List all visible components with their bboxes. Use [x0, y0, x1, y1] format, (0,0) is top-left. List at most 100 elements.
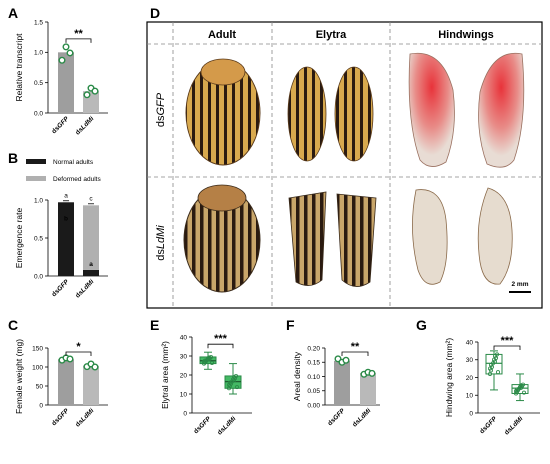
data-point: [234, 385, 239, 390]
x-tick-label: dsLdMi: [74, 407, 95, 428]
significance-marker: **: [74, 28, 83, 40]
row-label-dsldmi: dsLdMi: [155, 225, 167, 261]
bar-normal: [58, 202, 74, 276]
y-axis-label: Emergence rate: [14, 207, 24, 268]
y-tick-label: 0.0: [34, 110, 43, 117]
data-point: [208, 354, 213, 359]
significance-marker: ***: [501, 335, 515, 347]
x-tick-label: dsGFP: [193, 415, 213, 435]
y-tick-label: 30: [466, 357, 474, 364]
bar: [58, 359, 74, 405]
bar: [58, 52, 74, 113]
x-tick-label: dsLdMi: [351, 407, 372, 428]
data-point: [206, 355, 211, 360]
photo-hindwings-dsldmi: [412, 187, 513, 285]
y-tick-label: 0.05: [307, 388, 320, 395]
panel-label-a: A: [8, 5, 18, 21]
bar: [360, 373, 376, 405]
data-point: [62, 43, 70, 51]
column-title-adult: Adult: [208, 29, 236, 41]
data-point: [492, 354, 497, 359]
y-tick-label: 150: [32, 345, 43, 352]
bar-normal: [83, 269, 99, 276]
column-title-hindwings: Hindwings: [438, 29, 494, 41]
group-letter: a: [89, 261, 93, 268]
data-point: [487, 366, 492, 371]
legend-swatch-normal: [26, 159, 46, 164]
data-point: [342, 356, 350, 364]
y-tick-label: 0: [39, 402, 43, 409]
legend-label-deformed: Deformed adults: [53, 176, 101, 183]
y-tick-label: 40: [466, 339, 474, 346]
chart-areal-density: 0.00 0.05 0.10 0.15 0.20 Areal density dsGFPds…: [292, 341, 380, 429]
y-tick-label: 50: [36, 383, 44, 390]
data-point: [91, 363, 99, 371]
data-point: [488, 363, 493, 368]
y-axis-label: Hindwing area (mm²): [444, 338, 454, 418]
significance-bracket: [341, 351, 369, 356]
x-tick-label: dsGFP: [51, 115, 71, 135]
x-tick-label: dsGFP: [479, 415, 499, 435]
legend-label-normal: Normal adults: [53, 159, 94, 166]
data-point: [233, 373, 238, 378]
significance-marker: *: [76, 341, 81, 353]
y-axis-label: Elytral area (mm²): [160, 341, 170, 409]
x-tick-label: dsLdMi: [216, 415, 237, 436]
row-label-dsgfp: dsGFP: [155, 92, 167, 127]
group-letter: a: [64, 192, 68, 199]
y-tick-label: 0.00: [307, 402, 320, 409]
panel-label-d: D: [150, 5, 160, 21]
data-point: [227, 380, 232, 385]
data-point: [521, 382, 526, 387]
significance-marker: ***: [214, 333, 228, 345]
x-tick-label: dsGFP: [51, 407, 71, 427]
panel-label-g: G: [416, 317, 427, 333]
photo-elytra-dsgfp: [287, 66, 374, 162]
data-point: [491, 357, 496, 362]
x-tick-label: dsLdMi: [74, 278, 95, 299]
panel-label-c: C: [8, 317, 18, 333]
chart-relative-transcript: 0.0 0.5 1.0 1.5 Relative transcript dsGFPdsLd…: [14, 19, 108, 137]
y-tick-label: 0.10: [307, 374, 320, 381]
significance-bracket: [65, 351, 92, 356]
data-point: [495, 370, 500, 375]
significance-bracket: [65, 38, 92, 43]
y-axis-label: Areal density: [292, 351, 302, 401]
group-letter: c: [89, 195, 93, 202]
y-tick-label: 20: [466, 375, 474, 382]
bar-deformed: [83, 205, 99, 270]
data-point: [202, 358, 207, 363]
y-tick-label: 40: [180, 334, 188, 341]
significance-bracket: [207, 343, 234, 349]
data-point: [58, 56, 66, 64]
data-point: [226, 382, 231, 387]
y-tick-label: 100: [32, 364, 43, 371]
data-point: [519, 383, 524, 388]
x-tick-label: dsLdMi: [503, 415, 524, 436]
y-tick-label: 0.0: [34, 273, 43, 280]
y-axis-label: Relative transcript: [14, 33, 24, 102]
data-point: [368, 369, 376, 377]
photo-adult-dsldmi: [183, 184, 261, 293]
y-tick-label: 1.0: [34, 50, 43, 57]
x-tick-label: dsGFP: [327, 407, 347, 427]
data-point: [91, 87, 99, 95]
photo-adult-dsgfp: [185, 58, 261, 166]
significance-marker: **: [351, 341, 360, 353]
photo-hindwings-dsgfp: [408, 52, 525, 168]
data-point: [66, 355, 74, 363]
data-point: [515, 387, 520, 392]
scale-bar-label: 2 mm: [512, 281, 529, 288]
data-point: [229, 379, 234, 384]
panel-label-e: E: [150, 317, 159, 333]
y-tick-label: 0: [183, 410, 187, 417]
bar: [334, 360, 350, 405]
x-tick-label: dsLdMi: [74, 115, 95, 136]
bar: [83, 365, 99, 405]
column-title-elytra: Elytra: [316, 29, 347, 41]
data-point: [487, 371, 492, 376]
photo-elytra-dsldmi: [288, 191, 377, 287]
